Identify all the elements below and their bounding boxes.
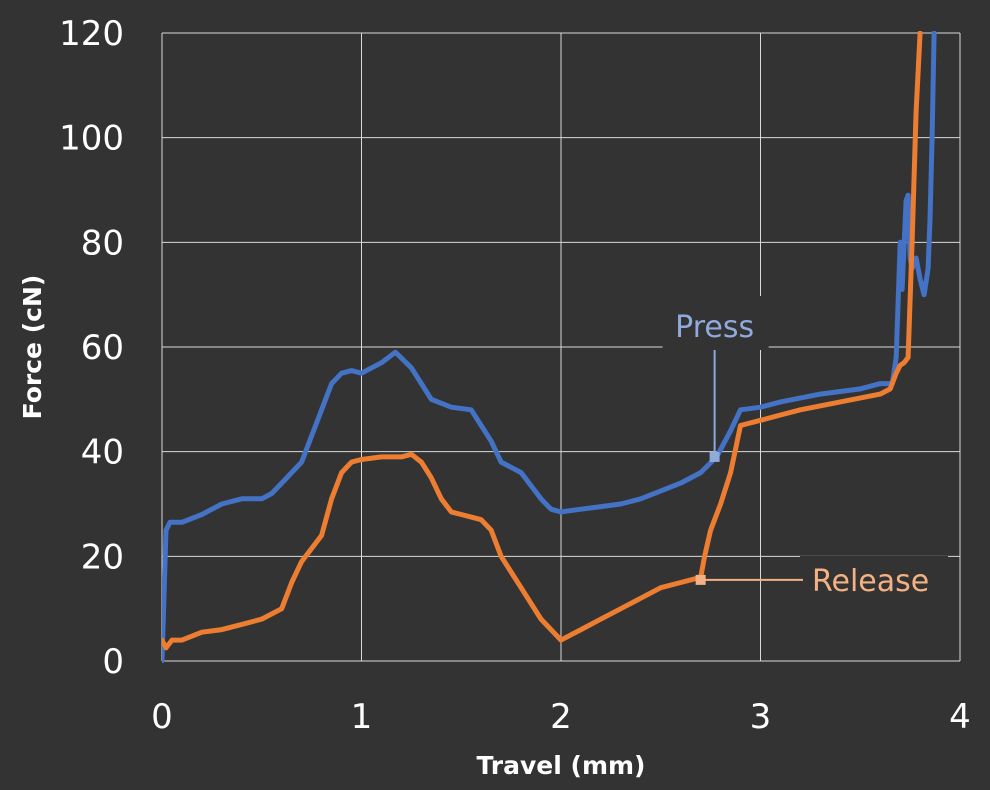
y-tick-label: 40 <box>81 433 124 473</box>
y-tick-label: 80 <box>81 223 124 263</box>
press-series-line <box>162 31 937 663</box>
y-tick-labels: 0 20 40 60 80 100 120 <box>59 14 124 682</box>
annotation-marker <box>709 451 720 462</box>
y-tick-label: 100 <box>59 119 124 159</box>
y-tick-label: 20 <box>81 537 124 577</box>
y-tick-label: 120 <box>59 14 124 54</box>
y-tick-label: 0 <box>102 642 124 682</box>
x-tick-label: 2 <box>550 697 572 737</box>
grid <box>161 32 961 662</box>
annotation-layer: Press Release <box>662 296 948 606</box>
annotation-label: Release <box>812 564 929 599</box>
annotation-label: Press <box>675 310 754 345</box>
release-annotation: Release <box>695 556 948 606</box>
series-layer <box>162 31 937 663</box>
x-tick-label: 4 <box>949 697 971 737</box>
x-tick-labels: 0 1 2 3 4 <box>151 697 971 737</box>
annotation-marker <box>695 574 706 585</box>
x-tick-label: 0 <box>151 697 173 737</box>
release-series-line <box>162 31 923 651</box>
annotation-label-bg <box>800 556 948 606</box>
annotation-label-bg <box>662 296 769 350</box>
x-tick-label: 1 <box>351 697 373 737</box>
press-annotation: Press <box>662 296 769 462</box>
x-axis-title: Travel (mm) <box>477 751 646 780</box>
y-axis-title: Force (cN) <box>18 275 47 420</box>
y-tick-label: 60 <box>81 328 124 368</box>
x-tick-label: 3 <box>750 697 772 737</box>
